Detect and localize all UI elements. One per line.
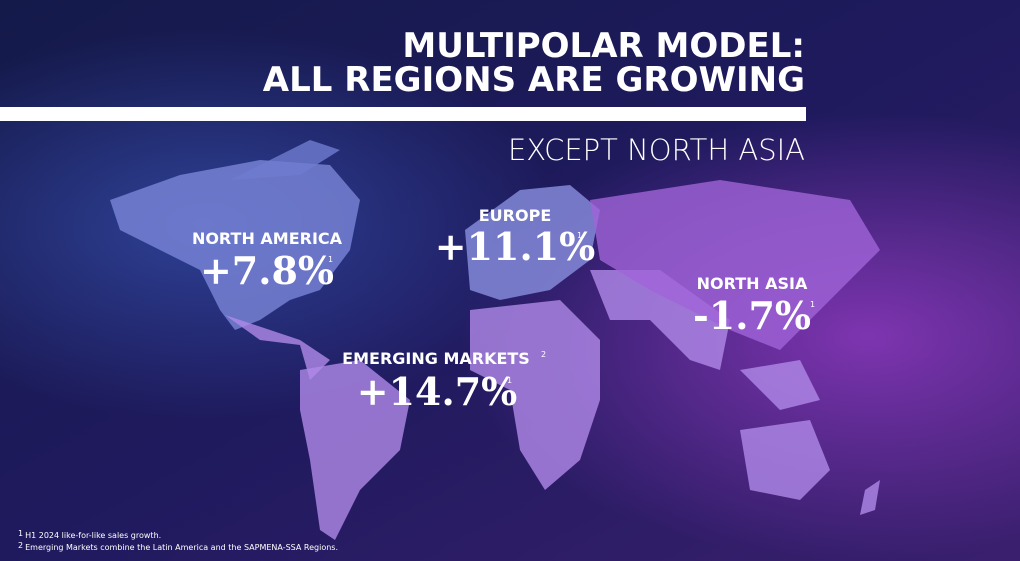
footnote: 2 Emerging Markets combine the Latin Amer… [18,541,338,552]
footnote-marker: 1 [577,231,582,240]
footnote-marker: 2 [541,350,546,359]
europe [465,185,600,300]
region-value: +14.7% [357,369,518,414]
region-value: -1.7% [693,293,811,338]
africa [470,300,600,490]
southeast-asia [740,360,820,410]
region-value: +11.1% [435,224,596,269]
new-zealand [860,480,880,515]
footnote-marker: 1 [328,255,333,264]
region-value: +7.8% [200,248,334,293]
footnote: 1 H1 2024 like-for-like sales growth. [18,529,161,540]
region-name: NORTH ASIA [697,274,808,293]
footnote-text: Emerging Markets combine the Latin Ameri… [25,543,338,552]
south-america [300,360,410,540]
subtitle: EXCEPT NORTH ASIA [508,133,805,167]
region-name: EUROPE [479,206,552,225]
region-name: NORTH AMERICA [192,229,343,248]
footnote-text: H1 2024 like-for-like sales growth. [25,531,161,540]
north-asia [590,180,880,350]
world-map [110,140,880,540]
footnote-marker: 1 [810,300,815,309]
region-name: EMERGING MARKETS [342,349,530,368]
footnote-marker: 2 [18,541,23,550]
title-bar [0,107,806,121]
footnote-marker: 1 [507,376,512,385]
australia [740,420,830,500]
greenland-area [230,140,340,180]
title-line: MULTIPOLAR MODEL: [402,26,805,66]
title-line: ALL REGIONS ARE GROWING [263,60,805,100]
north-america [110,160,360,330]
footnote-marker: 1 [18,529,23,538]
central-america [225,315,330,380]
